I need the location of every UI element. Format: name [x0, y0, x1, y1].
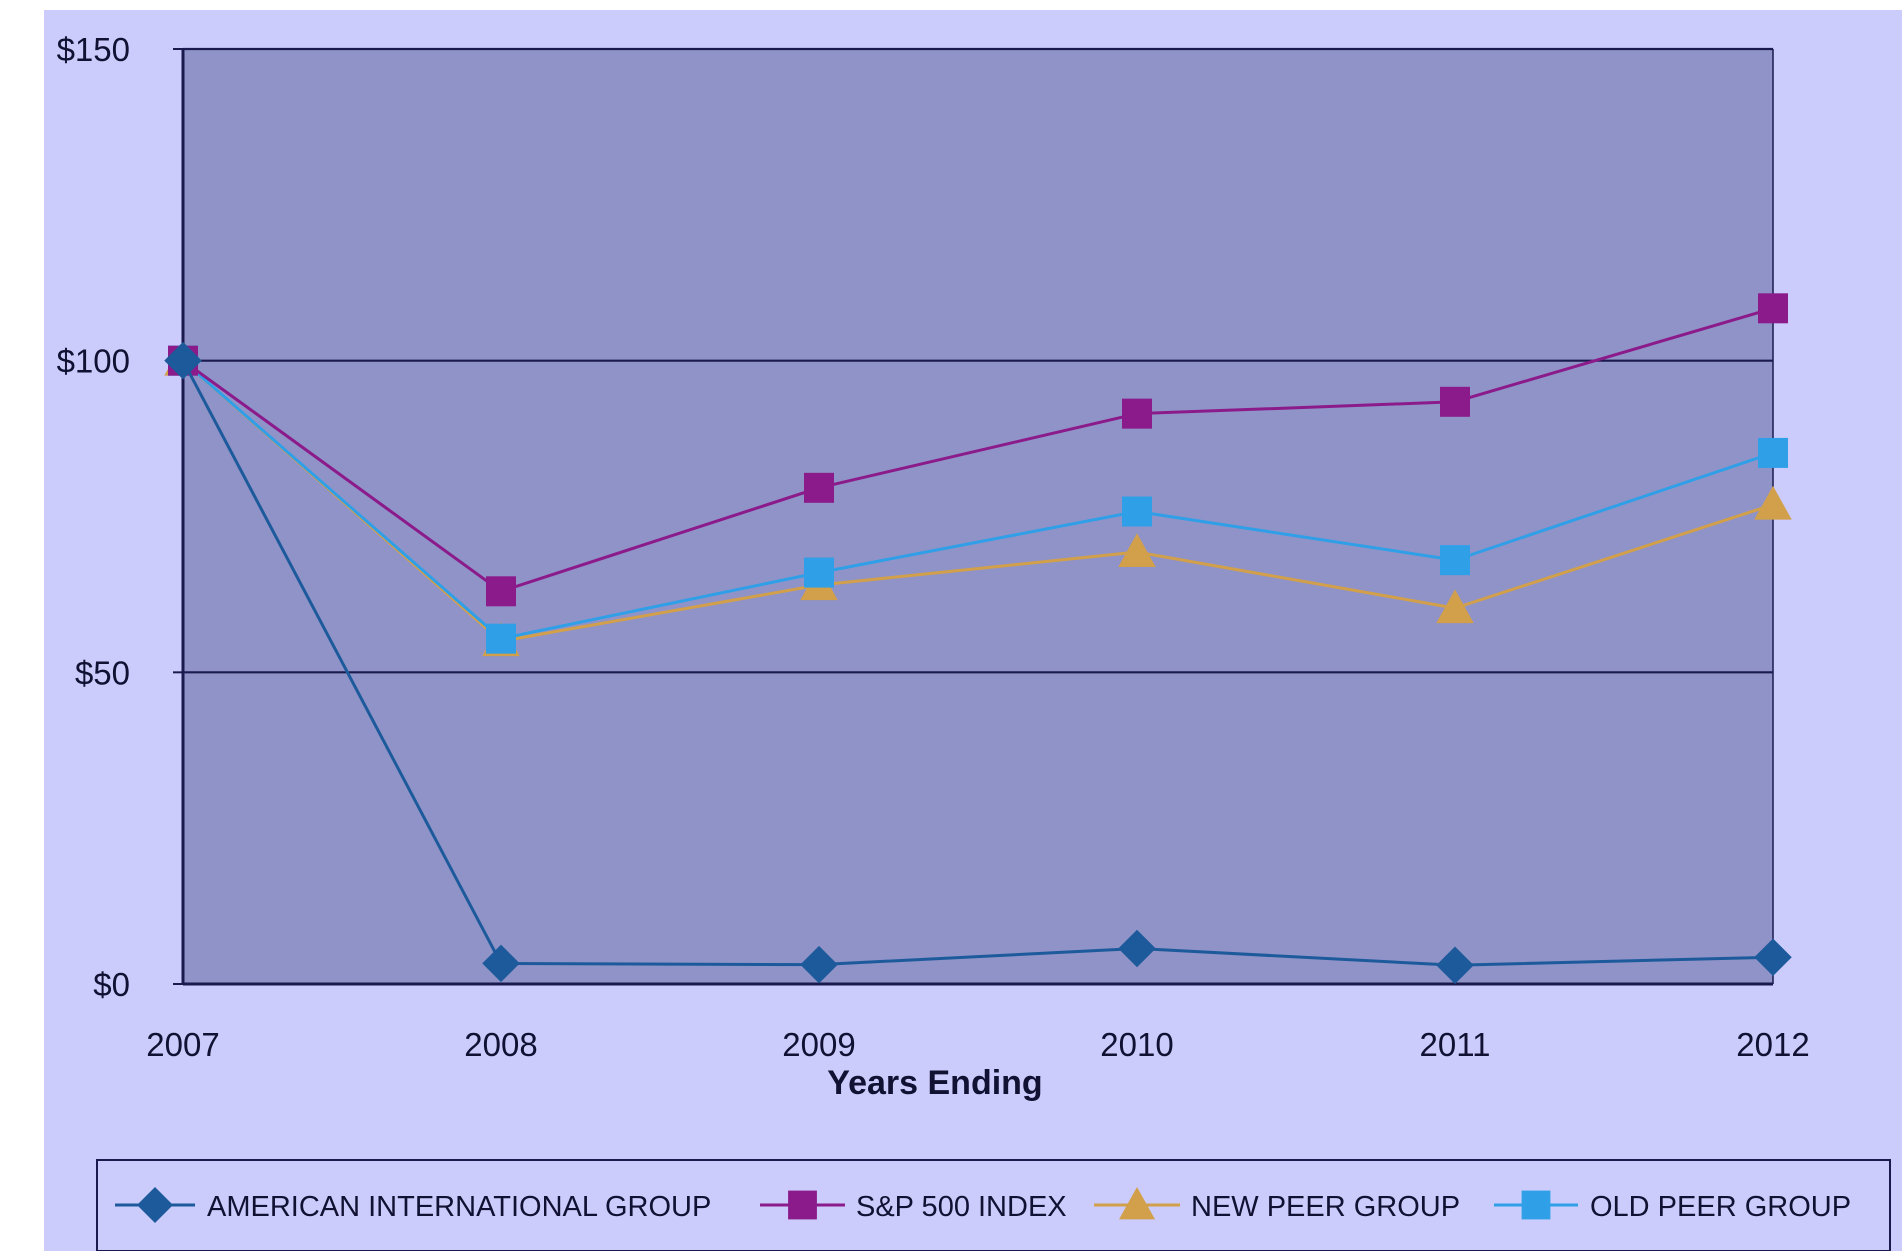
series-lines: [164, 293, 1792, 985]
x-tick-label: 2009: [782, 1026, 855, 1063]
y-tick-label: $100: [57, 343, 130, 380]
data-point: [1122, 398, 1152, 429]
legend-label: S&P 500 INDEX: [856, 1191, 1067, 1223]
series-line: [182, 306, 1774, 593]
legend-entry: S&P 500 INDEX: [760, 1190, 1067, 1223]
x-tick-label: 2011: [1420, 1026, 1491, 1063]
x-tick-label: 2010: [1100, 1026, 1173, 1063]
data-point: [1436, 946, 1474, 985]
series-line: [182, 359, 1774, 643]
legend-label: AMERICAN INTERNATIONAL GROUP: [207, 1191, 711, 1223]
plot-area: [183, 49, 1773, 984]
series-line: [182, 359, 1774, 641]
data-point: [486, 576, 516, 607]
data-point: [1758, 293, 1788, 324]
data-point: [1118, 533, 1156, 568]
x-axis-title: Years Ending: [827, 1064, 1042, 1102]
legend-label: NEW PEER GROUP: [1191, 1191, 1460, 1223]
x-tick-label: 2007: [146, 1026, 219, 1063]
data-point: [1754, 485, 1792, 520]
series-0: [164, 341, 1792, 985]
legend-marker: [137, 1187, 173, 1223]
legend: AMERICAN INTERNATIONAL GROUP S&P 500 INDE…: [96, 1159, 1891, 1252]
y-tick-label: $50: [75, 654, 130, 691]
series-3: [168, 345, 1788, 654]
data-point: [482, 944, 520, 983]
legend-label: OLD PEER GROUP: [1590, 1191, 1851, 1223]
x-tick-label: 2008: [464, 1026, 537, 1063]
y-tick-label: $0: [93, 966, 130, 1003]
data-point: [1122, 496, 1152, 527]
data-point: [1440, 386, 1470, 417]
legend-entry: NEW PEER GROUP: [1094, 1187, 1460, 1223]
y-tick-label: $150: [57, 31, 130, 68]
data-point: [1440, 545, 1470, 576]
x-tick-labels: 2007 2008 2009 2010 2011 2012: [146, 1026, 1809, 1063]
data-point: [1754, 938, 1792, 976]
data-point: [1118, 929, 1156, 968]
data-point: [804, 557, 834, 588]
data-point: [164, 341, 202, 380]
x-tick-label: 2012: [1736, 1026, 1809, 1063]
data-point: [486, 623, 516, 654]
data-point: [804, 472, 834, 503]
legend-entry: AMERICAN INTERNATIONAL GROUP: [115, 1187, 711, 1223]
series-line: [181, 359, 1774, 967]
legend-entry: OLD PEER GROUP: [1494, 1190, 1851, 1223]
legend-marker: [1521, 1190, 1551, 1220]
legend-marker: [788, 1190, 817, 1220]
data-point: [1758, 437, 1788, 468]
y-tick-labels: $0 $50 $100 $150: [57, 31, 130, 1003]
data-point: [1436, 589, 1474, 624]
legend-marker: [1119, 1187, 1155, 1220]
data-point: [800, 945, 838, 984]
